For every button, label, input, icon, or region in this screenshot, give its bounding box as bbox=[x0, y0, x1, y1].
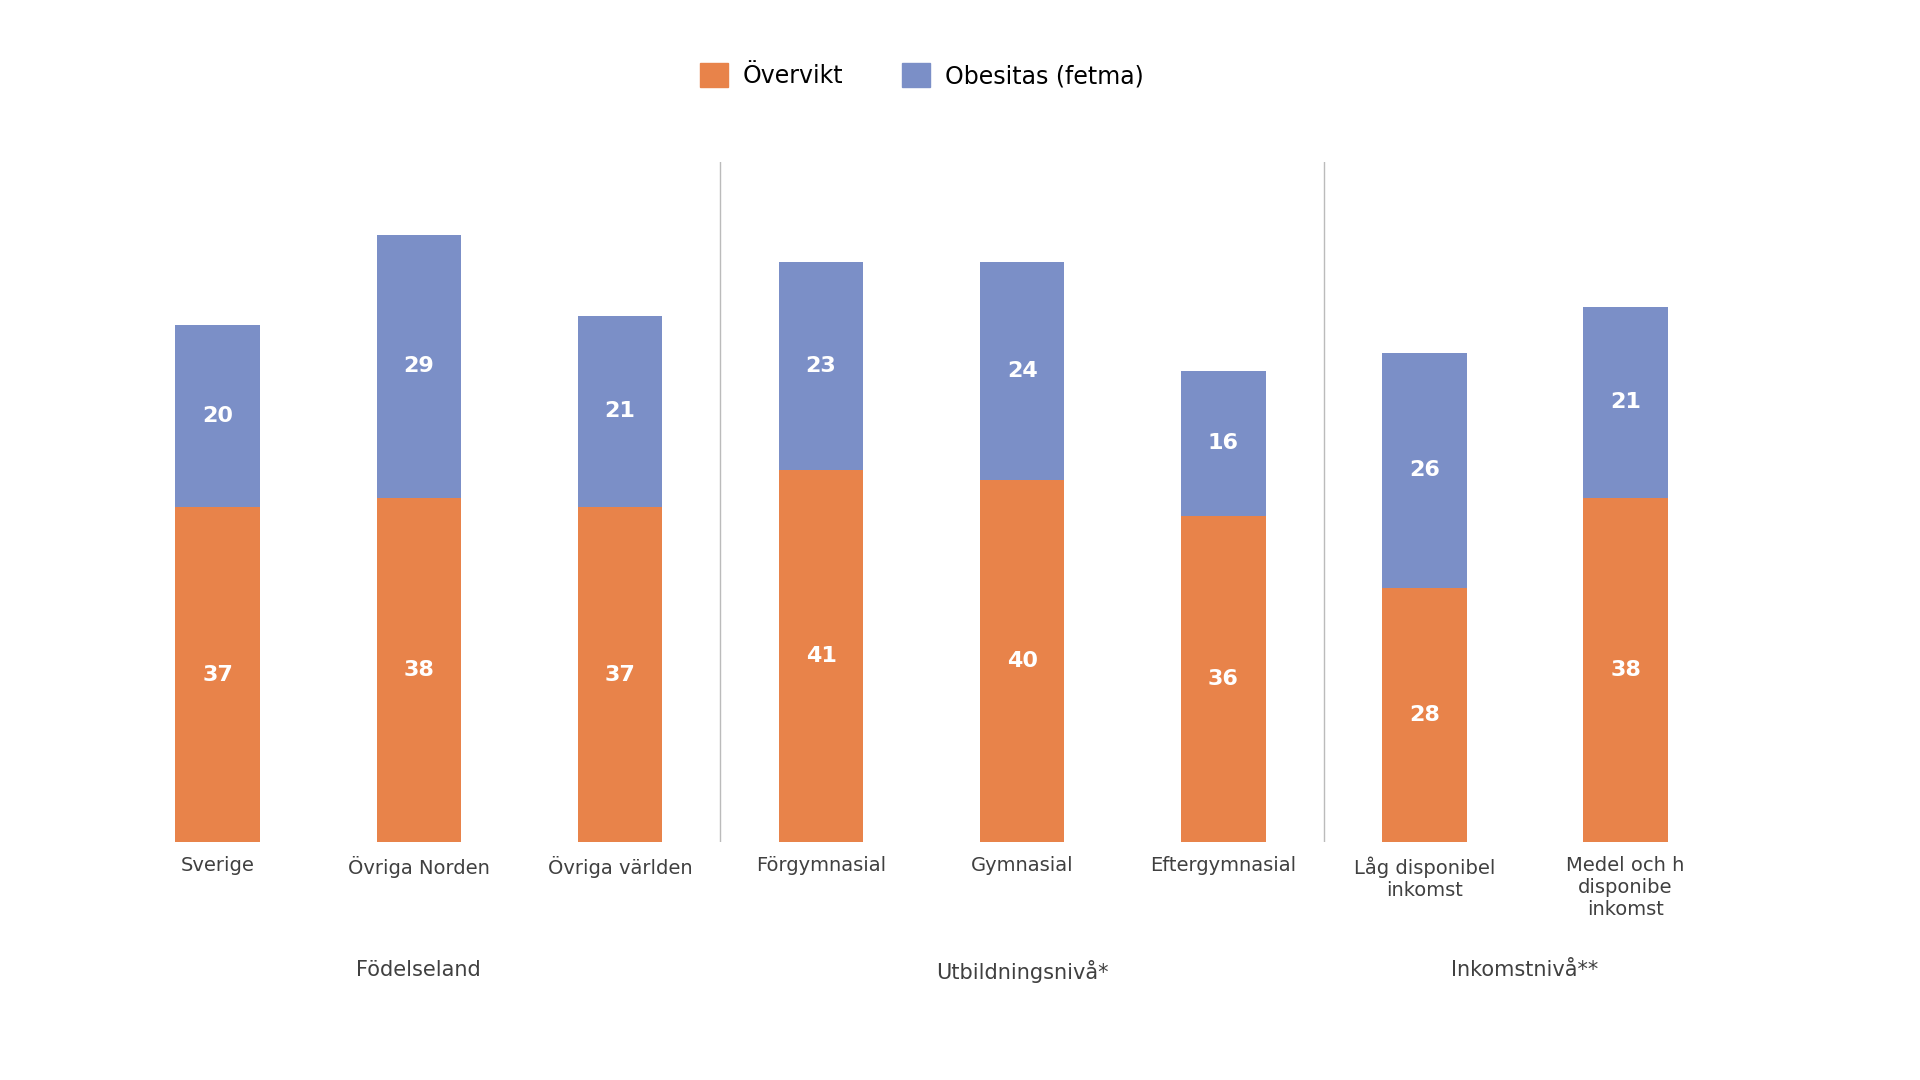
Text: 36: 36 bbox=[1208, 670, 1238, 689]
Bar bbox=[175, 507, 259, 842]
Text: 26: 26 bbox=[1409, 460, 1440, 481]
Text: 37: 37 bbox=[605, 664, 636, 685]
Legend: Övervikt, Obesitas (fetma): Övervikt, Obesitas (fetma) bbox=[687, 52, 1156, 100]
Text: 37: 37 bbox=[202, 664, 232, 685]
Text: 20: 20 bbox=[202, 406, 232, 426]
Bar bbox=[376, 234, 461, 498]
Text: 24: 24 bbox=[1006, 361, 1037, 380]
Bar bbox=[578, 316, 662, 507]
Bar bbox=[1382, 589, 1467, 842]
Text: 29: 29 bbox=[403, 356, 434, 376]
Text: 21: 21 bbox=[1611, 392, 1642, 413]
Bar bbox=[979, 261, 1064, 480]
Text: 23: 23 bbox=[806, 356, 837, 376]
Text: 28: 28 bbox=[1409, 705, 1440, 726]
Bar bbox=[780, 471, 864, 842]
Bar bbox=[376, 498, 461, 842]
Text: 40: 40 bbox=[1006, 651, 1037, 671]
Text: 38: 38 bbox=[403, 660, 434, 680]
Text: 38: 38 bbox=[1611, 660, 1642, 680]
Bar bbox=[1181, 516, 1265, 842]
Text: Utbildningsnivå*: Utbildningsnivå* bbox=[935, 960, 1108, 983]
Bar bbox=[979, 480, 1064, 842]
Text: Inkomstnivå**: Inkomstnivå** bbox=[1452, 960, 1599, 981]
Bar bbox=[1584, 498, 1668, 842]
Bar bbox=[1181, 370, 1265, 516]
Text: 21: 21 bbox=[605, 402, 636, 421]
Bar bbox=[1382, 352, 1467, 589]
Bar bbox=[175, 325, 259, 507]
Bar bbox=[578, 507, 662, 842]
Bar bbox=[1584, 307, 1668, 498]
Bar bbox=[780, 261, 864, 471]
Text: 41: 41 bbox=[806, 647, 837, 666]
Text: Födelseland: Födelseland bbox=[357, 960, 482, 981]
Text: 16: 16 bbox=[1208, 433, 1238, 454]
